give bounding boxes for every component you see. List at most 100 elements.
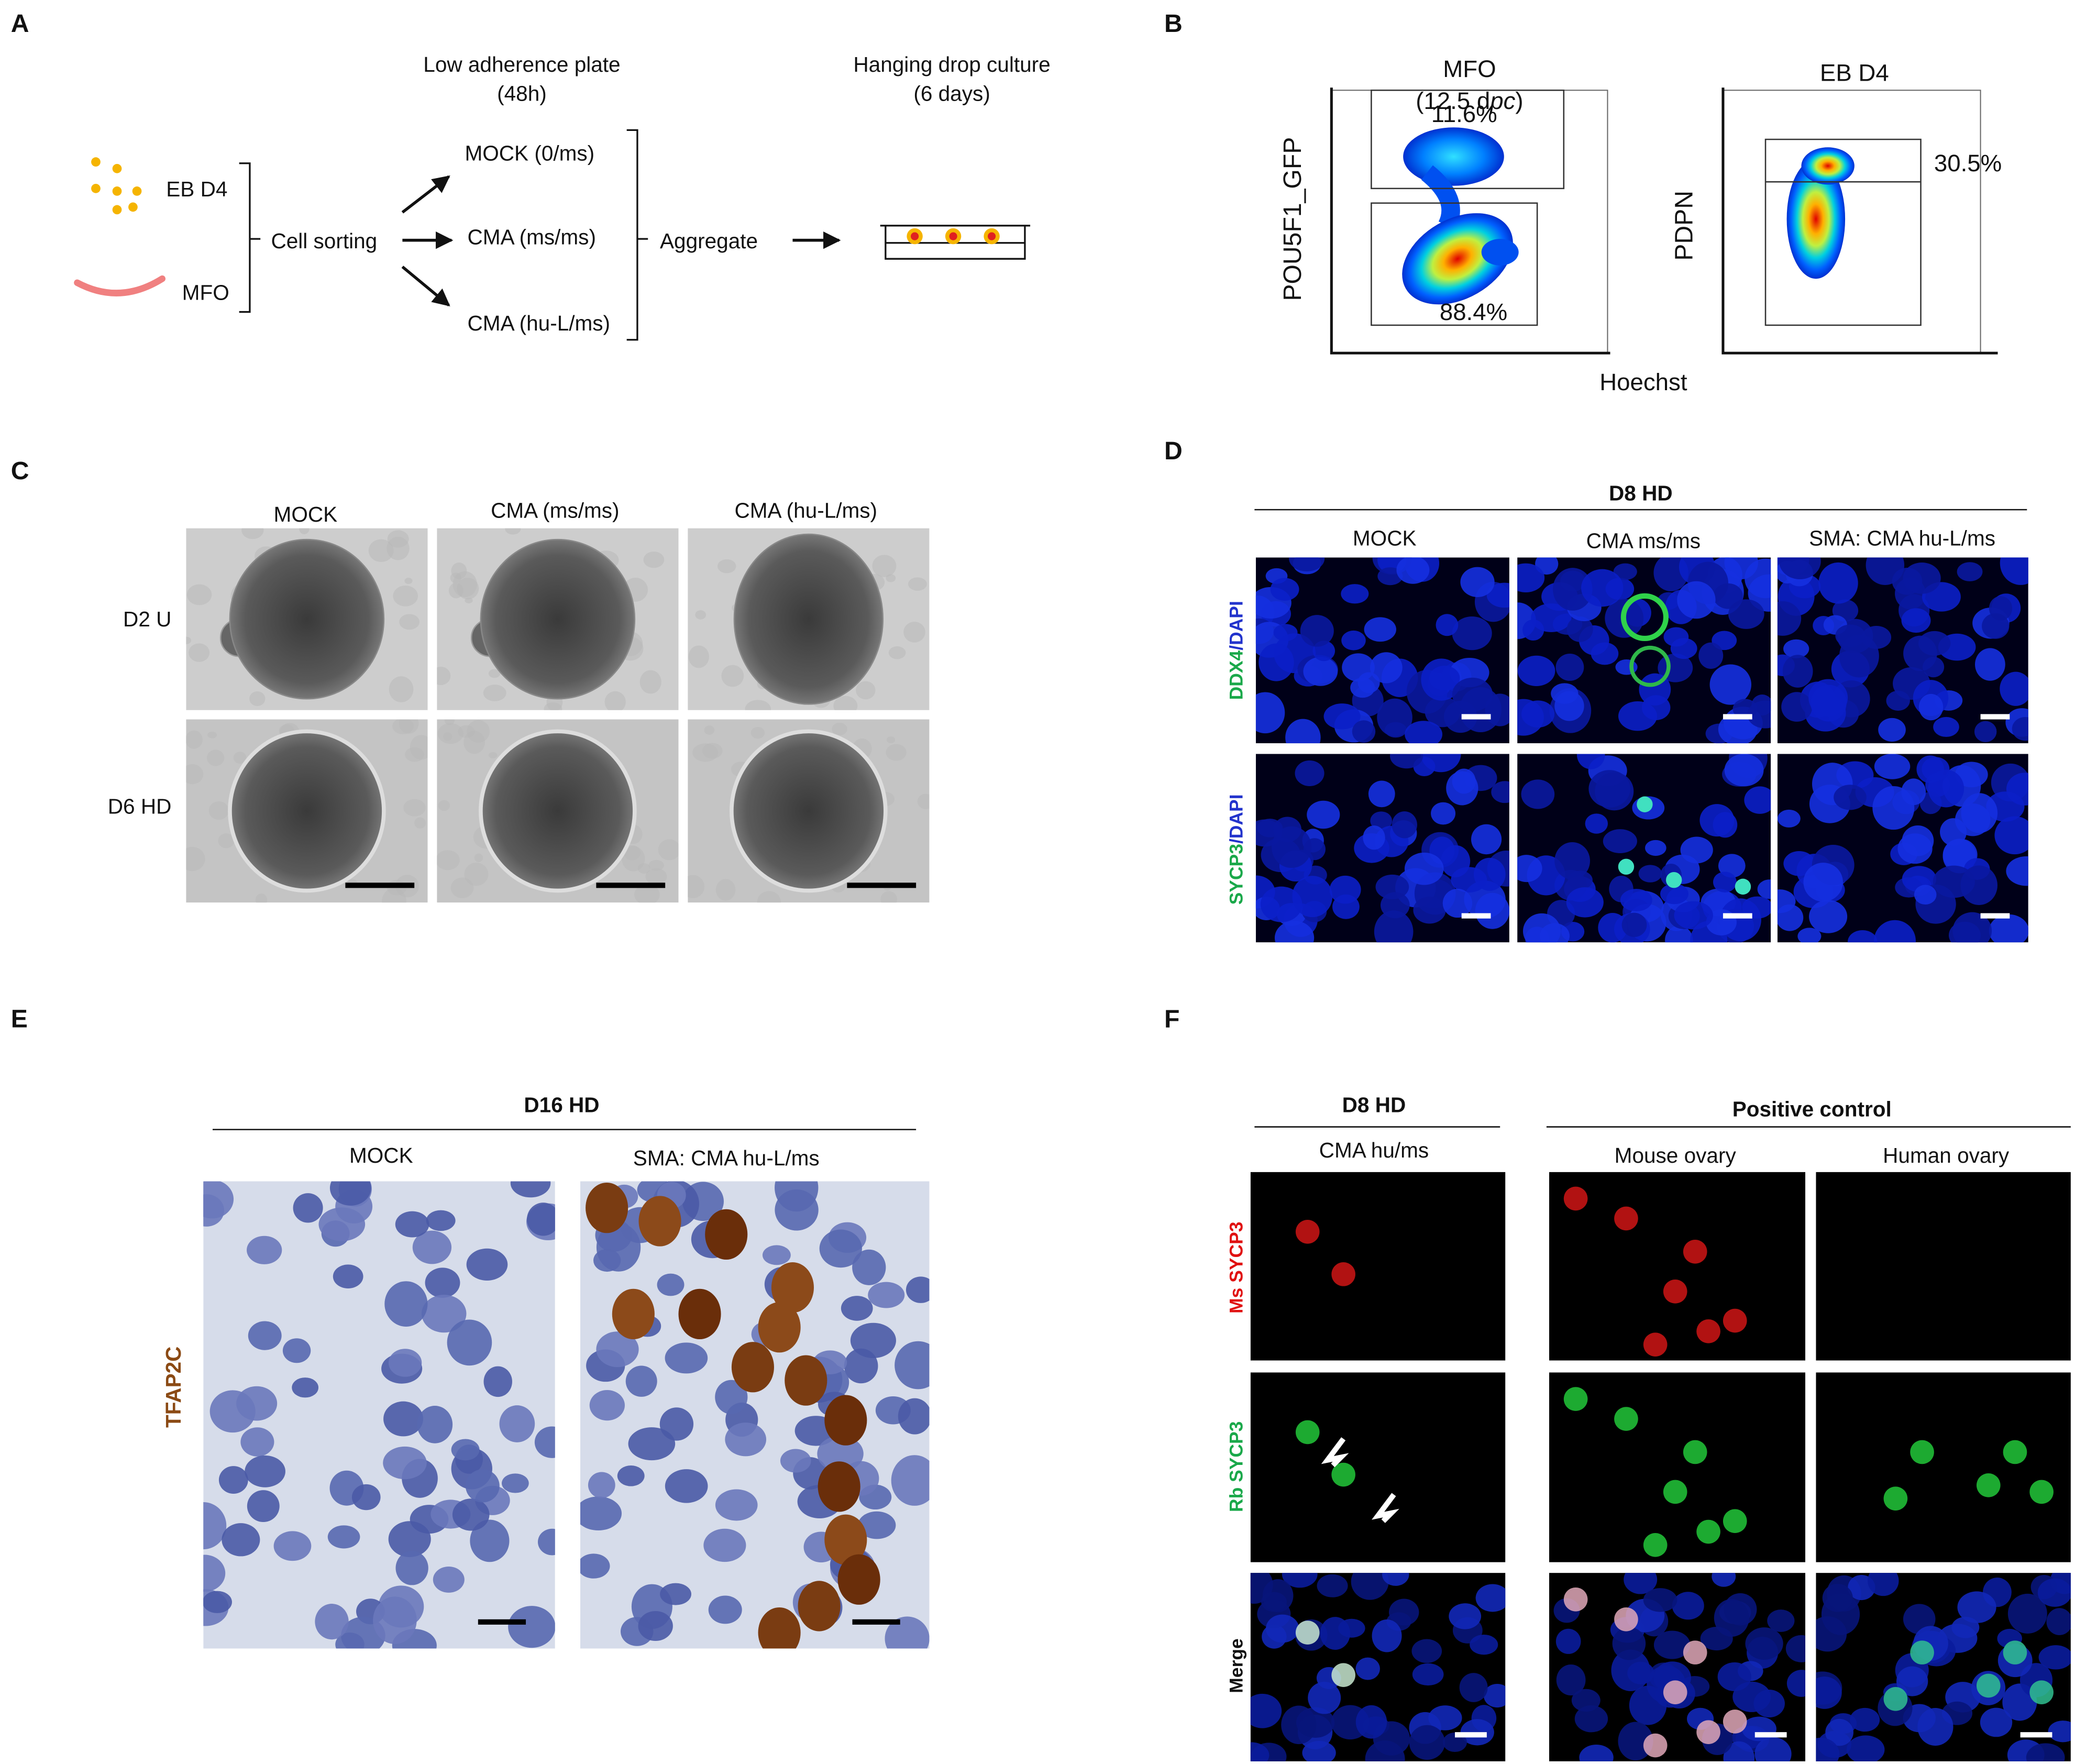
cell [1449,1603,1482,1629]
cell [895,1341,930,1390]
signal [2003,1440,2027,1464]
spheroid [733,533,884,705]
cell [1741,1716,1776,1741]
positive-cell [1620,593,1669,642]
cell [634,884,660,903]
column-label: SMA: CMA hu-L/ms [633,1146,820,1170]
cell [1653,1630,1691,1659]
spheroid [479,729,637,893]
cell [1442,888,1473,918]
cell [1475,1584,1506,1612]
signal [1723,1308,1747,1333]
cell [665,1469,708,1503]
cell [643,552,665,568]
cell [186,730,203,749]
cell [2000,557,2028,585]
cell [1914,885,1937,905]
cell [1957,1591,1996,1624]
cell [1436,614,1459,636]
cell [1643,1588,1677,1612]
row-label: SYCP3/DAPI [1226,794,1247,905]
cell [1374,910,1414,943]
cell [450,877,474,898]
bracket [626,129,648,341]
scale-bar [1723,913,1752,919]
cell [833,696,858,710]
panel-b: B MFO (12.5 dpc) POU5F1_GFP 11.6% 88.4% … [1164,9,2002,395]
cell [1405,721,1443,744]
cell [1713,812,1738,838]
background [1549,1172,1806,1361]
cell [1728,599,1764,629]
cell [433,1567,465,1593]
cell [248,1321,282,1350]
cell [1250,1573,1273,1604]
signal [1723,1710,1747,1734]
cell [1677,581,1716,619]
cell [817,1436,864,1472]
cell [593,1249,621,1272]
cell [1660,883,1688,905]
scale-bar [1980,913,2010,919]
cell [1742,896,1771,919]
panel-a: A Low adherence plate (48h) Hanging drop… [11,9,1051,341]
cell [888,646,906,659]
cell [414,817,426,829]
cell [388,1349,422,1377]
signal [1723,1509,1747,1534]
gate [1764,138,1922,326]
cell [1555,654,1584,681]
cell [1300,615,1334,647]
cell [1850,1707,1880,1732]
cell [1517,855,1542,883]
cell [387,536,410,560]
micrograph [203,1181,555,1649]
micrograph [1549,1172,1806,1361]
cell [688,645,709,668]
signal [1563,1587,1588,1612]
cell [1341,584,1369,604]
panel-letter: A [11,9,29,38]
cell [688,875,705,898]
cell [1364,617,1396,642]
cell [1835,624,1866,647]
panel-letter: E [11,1005,28,1033]
cell [412,1230,452,1264]
cell [852,1249,886,1285]
cell [508,1606,555,1648]
cell [725,1423,767,1457]
cell [715,1489,758,1521]
background [1816,1172,2071,1361]
cell [425,1267,460,1298]
cell [1483,1683,1506,1708]
cell [750,726,765,739]
cell [886,744,907,761]
column-label: CMA ms/ms [1586,529,1701,553]
cell [1574,1705,1608,1733]
cell [1475,892,1509,929]
column-label: Mouse ovary [1615,1143,1737,1167]
cell [715,879,736,901]
cell [704,725,715,735]
cell [292,1377,319,1398]
cell [329,1181,371,1206]
x-label: Hoechst [1599,369,1687,395]
spheroid [228,729,386,893]
cell [426,1210,456,1231]
micrograph [688,719,930,903]
cell [483,685,506,701]
scale-bar [1723,714,1752,720]
cell [841,1296,873,1321]
signal [1614,1607,1638,1631]
signal [1683,1440,1707,1464]
micrograph [186,719,428,903]
cell [1822,1584,1853,1612]
cell [437,666,451,686]
column-label: MOCK [274,502,338,526]
signal [2029,1480,2054,1504]
cell [1412,1663,1444,1686]
cell [1989,596,2013,621]
cell [452,1498,490,1531]
cell [1320,1617,1351,1650]
